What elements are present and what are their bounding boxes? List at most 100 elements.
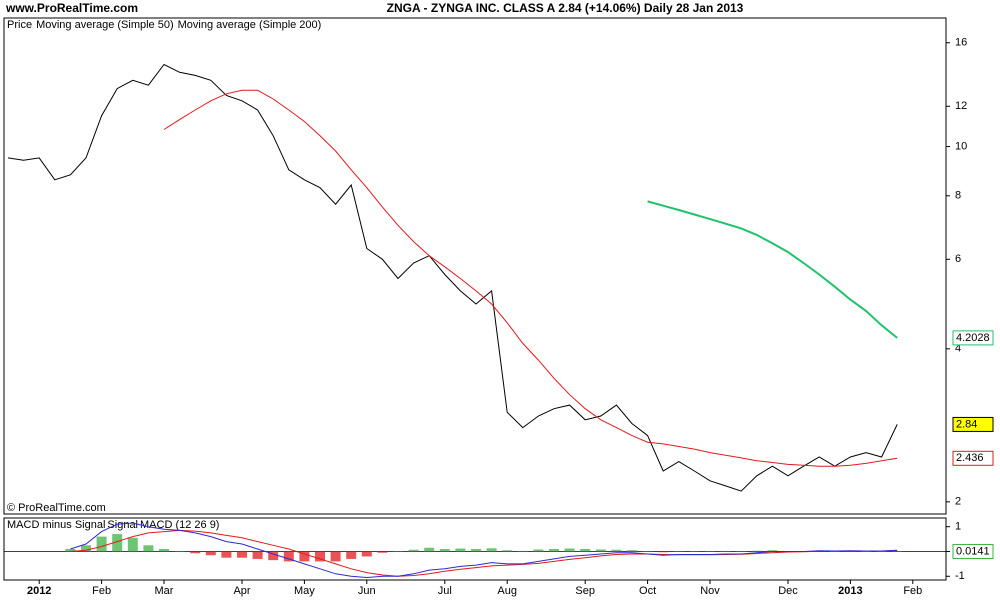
histogram-bar — [127, 537, 138, 552]
value-label-box — [952, 450, 994, 466]
histogram-bar — [642, 551, 653, 552]
histogram-bar — [65, 549, 76, 552]
legend-entry: MACD minus Signal — [7, 519, 105, 531]
y-tick-label: -1 — [955, 570, 965, 582]
histogram-bar — [159, 549, 169, 552]
histogram-bar — [517, 550, 528, 552]
histogram-bar — [658, 551, 669, 553]
legend-entry: Moving average (Simple 200) — [178, 19, 322, 31]
histogram-bar — [455, 548, 466, 552]
x-tick-label: Apr — [233, 585, 250, 597]
histogram-bar — [424, 547, 435, 552]
histogram-bar — [112, 534, 123, 552]
histogram-bar — [143, 545, 154, 552]
series-line — [70, 522, 898, 579]
y-tick-label: 16 — [955, 37, 967, 49]
x-tick-label: Sep — [575, 585, 595, 597]
y-tick-label: 12 — [955, 100, 967, 112]
y-tick-label: 8 — [955, 190, 961, 202]
histogram-bar — [471, 549, 481, 552]
y-tick-label: 4 — [955, 343, 961, 355]
x-tick-label: Jul — [438, 585, 452, 597]
histogram-bar — [736, 551, 747, 552]
series-line — [70, 529, 898, 577]
y-tick-label: 1 — [955, 521, 961, 533]
macd-panel — [3, 517, 947, 581]
value-label: 2.84 — [956, 418, 977, 430]
histogram-bar — [892, 551, 903, 552]
histogram-bar — [705, 551, 715, 552]
histogram-bar — [346, 551, 357, 559]
histogram-bar — [237, 551, 247, 558]
histogram-bar — [361, 551, 372, 557]
histogram-bar — [408, 549, 419, 552]
histogram-bar — [720, 550, 731, 552]
x-tick-label: Feb — [903, 585, 922, 597]
histogram-bar — [315, 551, 325, 562]
site-name: www.ProRealTime.com — [5, 1, 138, 15]
histogram-bar — [627, 550, 637, 552]
histogram-bar — [439, 549, 450, 552]
x-tick-label: Aug — [497, 585, 517, 597]
histogram-bar — [549, 549, 559, 552]
histogram-bar — [190, 551, 201, 554]
histogram-bar — [767, 550, 778, 552]
histogram-bar — [829, 551, 840, 552]
x-tick-label: Mar — [155, 585, 174, 597]
histogram-bar — [861, 551, 871, 552]
histogram-bar — [96, 536, 107, 552]
histogram-bar — [221, 551, 232, 558]
histogram-bar — [564, 548, 575, 552]
value-label: 4.2028 — [956, 332, 990, 344]
x-tick-label: Oct — [639, 585, 656, 597]
x-tick-label: 2013 — [838, 585, 862, 597]
x-tick-label: Nov — [700, 585, 720, 597]
y-tick-label: 6 — [955, 253, 961, 265]
legend-entry: MACD (12 26 9) — [140, 519, 219, 531]
value-label-box — [952, 416, 994, 432]
x-tick-label: 2012 — [27, 585, 51, 597]
x-tick-label: Jun — [358, 585, 376, 597]
price-panel — [3, 17, 947, 515]
histogram-bar — [876, 551, 887, 552]
value-label-box — [952, 330, 994, 346]
histogram-bar — [268, 551, 279, 561]
histogram-bar — [377, 551, 388, 553]
legend-entry: Price — [7, 19, 32, 31]
y-tick-label: 10 — [955, 140, 967, 152]
footer: © ProRealTime.com — [7, 502, 106, 514]
histogram-bar — [611, 549, 622, 552]
x-tick-label: Dec — [778, 585, 798, 597]
histogram-bar — [673, 551, 684, 552]
histogram-bar — [595, 549, 606, 552]
chart-title: ZNGA - ZYNGA INC. CLASS A 2.84 (+14.06%)… — [387, 1, 744, 15]
histogram-bar — [580, 549, 591, 552]
histogram-bar — [252, 551, 263, 559]
histogram-bar — [751, 550, 762, 552]
legend-entry: Moving average (Simple 50) — [36, 19, 174, 31]
histogram-bar — [299, 551, 310, 562]
series-line — [163, 89, 898, 467]
value-label: 2.436 — [956, 452, 984, 464]
series-line — [647, 200, 898, 339]
histogram-bar — [174, 551, 185, 552]
histogram-bar — [81, 545, 91, 552]
histogram-bar — [283, 551, 294, 562]
histogram-bar — [486, 548, 497, 552]
histogram-bar — [533, 549, 544, 552]
histogram-bar — [689, 551, 700, 552]
histogram-bar — [205, 551, 216, 556]
histogram-bar — [330, 551, 341, 562]
x-tick-label: May — [294, 585, 315, 597]
histogram-bar — [393, 551, 403, 552]
histogram-bar — [502, 550, 513, 552]
x-tick-label: Feb — [92, 585, 111, 597]
legend-entry: Signal — [107, 519, 138, 531]
value-label-box — [952, 543, 994, 559]
y-tick-label: 2 — [955, 496, 961, 508]
series-line — [7, 63, 898, 492]
value-label: 0.0141 — [956, 545, 990, 557]
